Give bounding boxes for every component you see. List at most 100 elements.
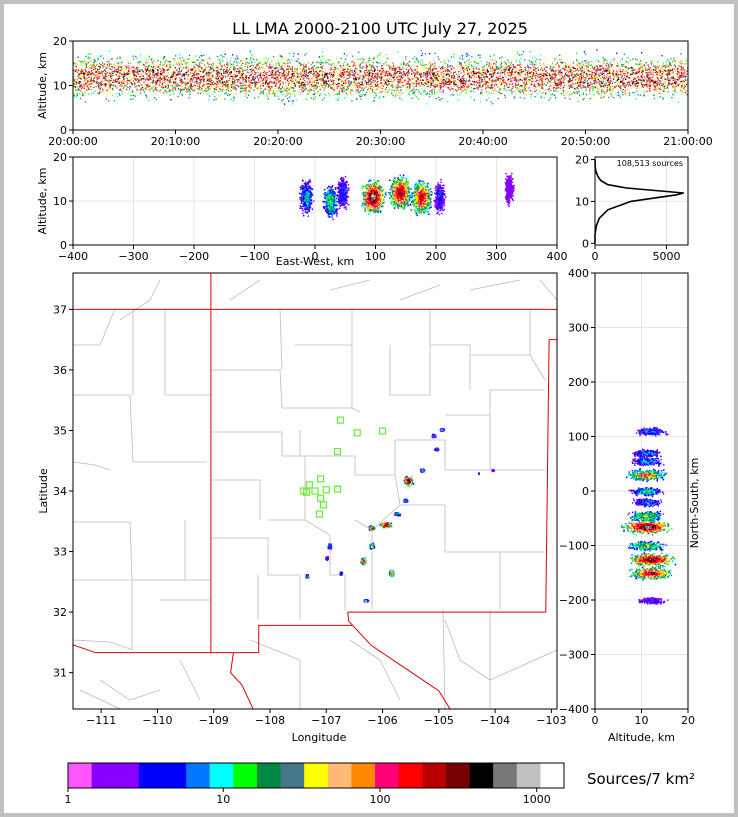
east-west-xtick-label: −400	[58, 250, 88, 263]
north-south-band	[635, 426, 669, 437]
plan-ytick-label: 33	[53, 546, 67, 559]
county-line	[268, 519, 331, 575]
county-line	[349, 639, 401, 701]
altitude-histogram-panel: 108,513 sources 0 5000 0 10 20	[575, 154, 689, 263]
county-line	[73, 308, 116, 346]
north-south-band	[630, 552, 677, 568]
county-line	[211, 537, 300, 576]
storm-cell	[327, 543, 333, 550]
map-layer	[73, 273, 557, 709]
altitude-time-ylabel: Altitude, km	[36, 52, 49, 119]
county-line	[444, 505, 501, 610]
plan-ytick-label: 36	[53, 364, 67, 377]
plan-xtick-label: −110	[142, 714, 172, 727]
colorbar-swatch	[469, 763, 494, 788]
north-south-band	[632, 448, 662, 459]
international-border	[73, 624, 353, 654]
county-line	[395, 439, 490, 471]
storm-cell	[402, 498, 409, 504]
storm-cell	[431, 433, 437, 439]
county-line	[164, 309, 211, 396]
north-south-band	[638, 597, 669, 605]
east-west-ylabel: Altitude, km	[36, 167, 49, 234]
plan-ytick-label: 34	[53, 485, 67, 498]
county-line	[211, 431, 355, 457]
county-line	[79, 689, 121, 709]
county-line	[119, 279, 161, 321]
altitude-time-xtick-label: 20:20:00	[253, 135, 302, 148]
county-line	[430, 344, 471, 390]
east-west-cluster	[410, 179, 434, 217]
plan-xtick-label: −111	[86, 714, 116, 727]
north-south-band	[628, 566, 673, 581]
east-west-xlabel: East-West, km	[276, 255, 354, 268]
north-south-band	[621, 519, 673, 536]
altitude-time-xtick-label: 20:30:00	[356, 135, 405, 148]
histogram-ytick-label: 20	[575, 154, 589, 167]
altitude-time-xtick-label: 20:00:00	[48, 135, 97, 148]
figure-title: LL LMA 2000-2100 UTC July 27, 2025	[232, 19, 528, 38]
east-west-ytick-label: 0	[60, 239, 67, 252]
storm-cell	[403, 475, 415, 487]
figure: LL LMA 2000-2100 UTC July 27, 2025 20100…	[36, 19, 713, 806]
station-marker	[378, 427, 387, 435]
plan-ytick-label: 31	[53, 667, 67, 680]
plan-xtick-label: −106	[367, 714, 397, 727]
north-south-band	[627, 540, 668, 552]
north-south-ylabel: North-South, km	[688, 458, 701, 549]
altitude-time-ytick-label: 20	[53, 35, 67, 48]
storm-cell	[379, 522, 393, 529]
colorbar: 1 10 100 1000 Sources/7 km²	[65, 762, 695, 806]
north-south-ytick-label: −300	[559, 649, 589, 662]
altitude-time-ytick-label: 10	[53, 80, 67, 93]
colorbar-swatch	[493, 763, 518, 788]
east-west-xtick-label: 100	[365, 250, 386, 263]
altitude-time-xtick-label: 21:00:00	[663, 135, 712, 148]
colorbar-tick-label: 1	[65, 793, 72, 806]
county-line	[279, 308, 283, 371]
county-line	[469, 279, 521, 291]
station-marker	[333, 485, 342, 493]
histogram-ytick-label: 10	[575, 195, 589, 208]
east-west-cluster	[504, 172, 515, 207]
colorbar-swatch	[233, 763, 258, 788]
east-west-cluster	[388, 174, 413, 210]
east-west-cluster	[433, 178, 447, 216]
county-line	[99, 679, 161, 701]
altitude-time-panel: 20 10 020:00:00 20:10:00 20:20:00 20:30:00 20:…	[36, 35, 713, 148]
colorbar-tick-label: 1000	[523, 793, 551, 806]
east-west-ytick-label: 20	[53, 151, 67, 164]
plan-xlabel: Longitude	[292, 731, 347, 744]
colorbar-swatch	[445, 763, 470, 788]
storm-cell	[360, 557, 367, 566]
colorbar-swatch	[162, 763, 187, 788]
county-boundaries	[73, 279, 557, 709]
county-line	[73, 394, 207, 463]
north-south-ytick-label: 300	[568, 322, 589, 335]
plan-ytick-label: 37	[53, 303, 67, 316]
east-west-xtick-label: 0	[312, 250, 319, 263]
plan-ytick-label: 32	[53, 606, 67, 619]
county-line	[211, 479, 261, 520]
storm-cell	[305, 574, 310, 579]
station-marker	[302, 488, 311, 496]
colorbar-swatch	[256, 763, 281, 788]
county-line	[211, 369, 352, 409]
north-south-ytick-label: −100	[559, 540, 589, 553]
county-line	[399, 284, 441, 301]
station-marker	[317, 475, 325, 483]
north-south-ytick-label: 100	[568, 431, 589, 444]
colorbar-swatch	[186, 763, 211, 788]
north-south-ytick-label: −400	[559, 703, 589, 716]
station-marker	[311, 487, 319, 495]
station-marker	[353, 429, 361, 437]
station-marker	[305, 481, 313, 489]
colorbar-frame	[67, 762, 565, 789]
county-line	[73, 639, 134, 651]
storm-cell	[339, 571, 344, 576]
county-line	[73, 521, 211, 581]
colorbar-swatch	[327, 763, 352, 788]
colorbar-swatch	[540, 763, 565, 788]
storm-cell	[394, 512, 402, 517]
storm-cell	[369, 542, 376, 550]
